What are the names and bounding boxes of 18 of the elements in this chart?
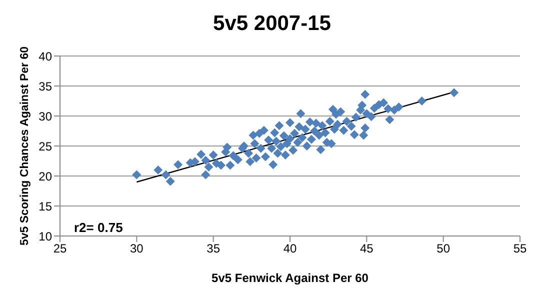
- x-tick-label: 55: [513, 242, 527, 256]
- y-tick-label: 25: [38, 139, 52, 154]
- x-tick-label: 30: [130, 242, 144, 256]
- y-tick-label: 10: [38, 229, 52, 244]
- x-tick-label: 25: [53, 242, 67, 256]
- x-tick-label: 35: [206, 242, 220, 256]
- x-tick-label: 40: [283, 242, 297, 256]
- y-tick-label: 35: [38, 79, 52, 94]
- x-tick-label: 45: [360, 242, 374, 256]
- y-tick-label: 30: [38, 109, 52, 124]
- x-tick-label: 50: [436, 242, 450, 256]
- annotation: r2= 0.75: [74, 220, 123, 235]
- y-tick-label: 40: [38, 49, 52, 64]
- x-axis-title: 5v5 Fenwick Against Per 60: [212, 271, 369, 285]
- y-tick-label: 20: [38, 169, 52, 184]
- chart-title: 5v5 2007-15: [212, 12, 332, 36]
- y-tick-label: 15: [38, 199, 52, 214]
- y-axis-title: 5v5 Scoring Chances Against Per 60: [19, 46, 32, 246]
